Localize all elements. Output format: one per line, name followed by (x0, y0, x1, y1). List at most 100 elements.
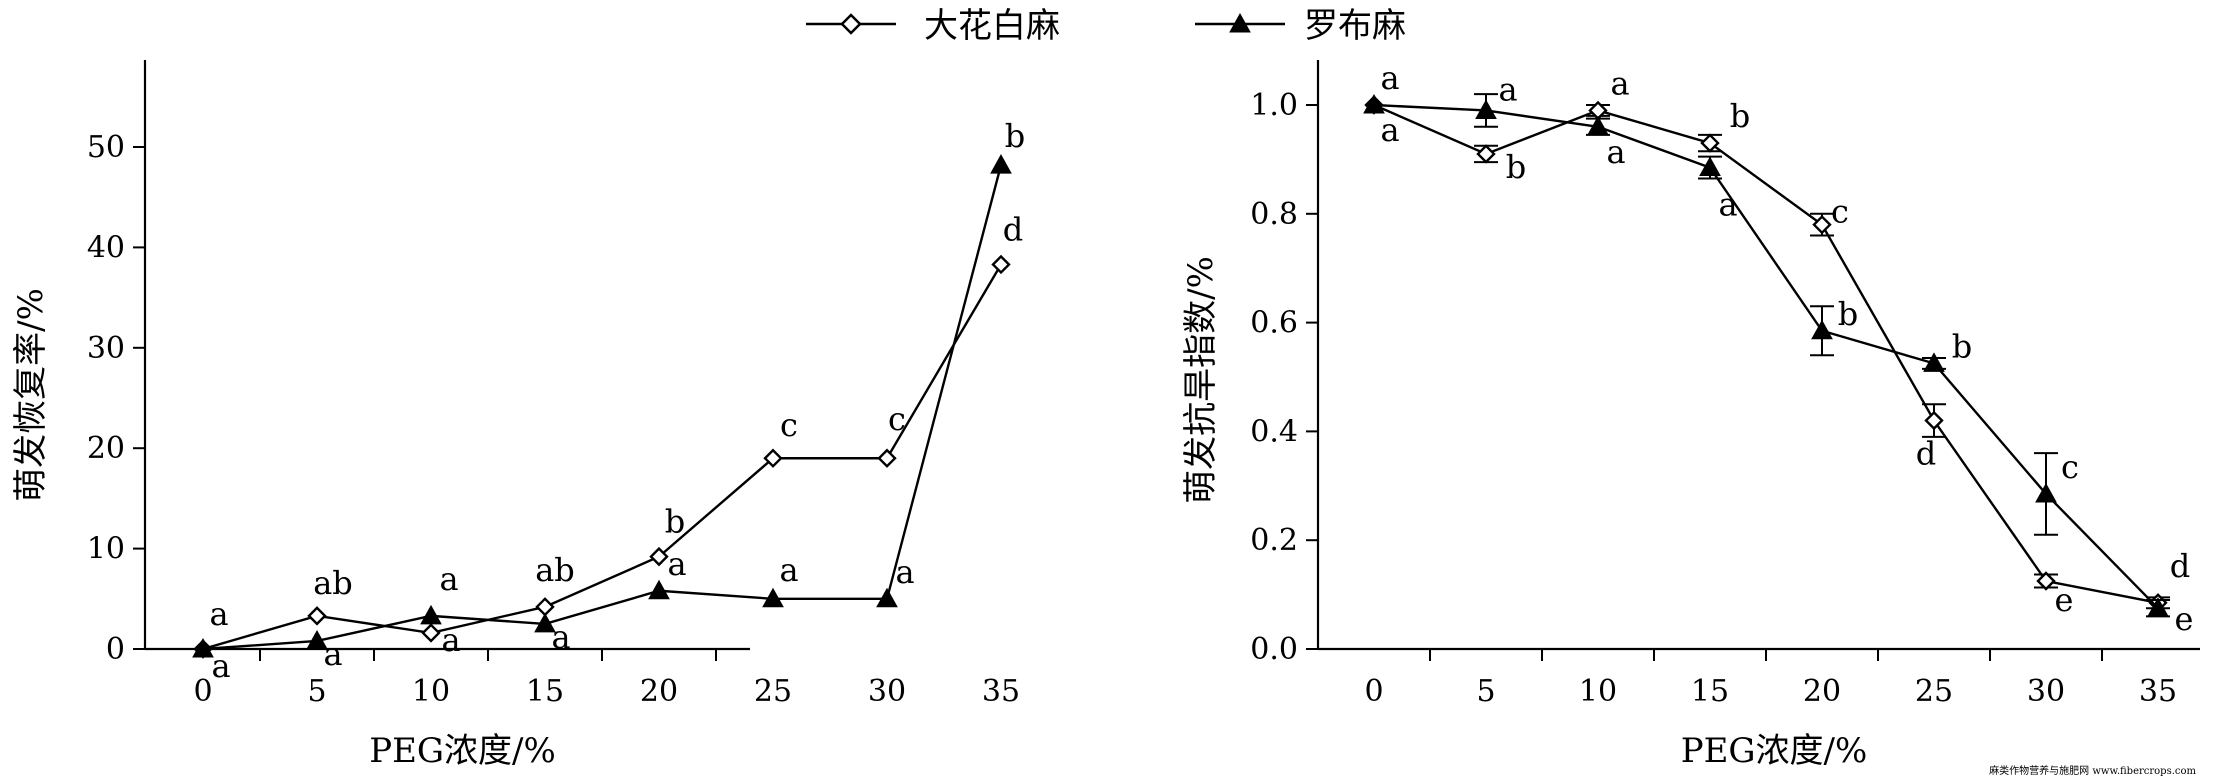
y-tick-label: 10 (87, 532, 125, 567)
data-point-1 (1700, 133, 1720, 153)
y-tick-label: 30 (87, 331, 125, 366)
y-tick-label: 50 (87, 130, 125, 165)
significance-label: b (1838, 295, 1858, 333)
data-point-2 (306, 629, 328, 650)
x-tick-label: 5 (307, 674, 326, 709)
significance-label: a (1498, 70, 1517, 108)
significance-label: a (895, 553, 914, 591)
significance-label: a (211, 647, 230, 685)
data-point-1 (649, 546, 669, 567)
significance-label: b (1730, 97, 1750, 135)
x-tick-label: 0 (193, 674, 212, 709)
significance-label: b (665, 503, 685, 541)
data-point-1 (763, 448, 783, 468)
significance-label: d (1916, 435, 1936, 473)
chart-drought-index: 0.0 0.2 0.4 0.6 0.8 1.0 0 5 10 15 20 25 30 35 PEG浓度/% 萌… (1181, 59, 2200, 771)
data-point-2 (1587, 115, 1609, 136)
data-point-2 (1699, 156, 1721, 177)
significance-label: c (888, 400, 906, 438)
significance-label: d (1003, 210, 1023, 248)
data-point-1 (1924, 410, 1944, 431)
data-point-2 (1475, 99, 1497, 119)
data-point-2 (192, 637, 214, 658)
legend-label-series-2: 罗布麻 (1304, 6, 1406, 46)
x-tick-label: 30 (868, 674, 906, 709)
x-tick-label: 0 (1364, 674, 1383, 709)
data-point-1 (307, 606, 327, 626)
data-point-1 (991, 254, 1011, 275)
y-tick-label: 40 (87, 230, 125, 265)
y-tick-label: 0.4 (1250, 414, 1298, 449)
data-point-1 (2036, 571, 2056, 591)
significance-label: a (209, 595, 228, 633)
significance-label: e (2175, 600, 2194, 638)
significance-label: d (2170, 547, 2190, 585)
x-tick-label: 10 (412, 674, 450, 709)
data-point-2 (1923, 352, 1945, 372)
series-line-1 (1373, 103, 2159, 604)
significance-label: a (439, 560, 458, 598)
x-tick-label: 5 (1476, 674, 1495, 709)
y-tick-label: 0.6 (1250, 306, 1298, 341)
legend-label-series-1: 大花白麻 (924, 6, 1060, 46)
data-point-2 (2147, 597, 2169, 617)
data-point-2 (990, 154, 1012, 174)
significance-label: a (1380, 59, 1399, 97)
significance-label: a (1606, 133, 1625, 171)
series-line-2 (202, 164, 1003, 651)
series-line-2 (1373, 103, 2159, 610)
significance-label: e (2055, 581, 2074, 619)
y-tick-label: 1.0 (1250, 88, 1298, 123)
x-tick-label: 35 (982, 674, 1020, 709)
data-point-1 (1812, 214, 1832, 235)
y-axis-label: 萌发恢复率/% (11, 288, 51, 502)
y-tick-label: 0.8 (1250, 197, 1298, 232)
data-point-2 (534, 612, 556, 633)
significance-label: b (1952, 327, 1972, 365)
x-tick-label: 35 (2139, 674, 2177, 709)
data-point-1 (1476, 144, 1496, 164)
x-tick-label: 15 (1691, 674, 1729, 709)
x-tick-label: 20 (1803, 674, 1841, 709)
significance-label: c (2061, 448, 2079, 486)
legend: 大花白麻 罗布麻 (806, 6, 1406, 46)
significance-label: a (323, 635, 342, 673)
significance-label: ab (313, 564, 353, 602)
x-axis-label: PEG浓度/% (369, 731, 556, 771)
y-axis-label: 萌发抗旱指数/% (1181, 256, 1221, 504)
significance-label: a (1380, 111, 1399, 149)
significance-label: a (551, 618, 570, 656)
significance-label: b (1005, 117, 1025, 155)
x-axis-label: PEG浓度/% (1681, 731, 1868, 771)
data-point-1 (535, 597, 555, 617)
y-tick-label: 0 (106, 632, 125, 667)
data-point-2 (1363, 93, 1385, 114)
y-tick-label: 20 (87, 431, 125, 466)
data-point-2 (876, 587, 898, 608)
y-tick-label: 0.0 (1250, 632, 1298, 667)
x-tick-label: 15 (526, 674, 564, 709)
x-tick-label: 25 (1915, 674, 1953, 709)
significance-label: b (1506, 148, 1526, 186)
data-point-1 (421, 623, 441, 643)
x-tick-label: 10 (1579, 674, 1617, 709)
significance-label: a (667, 545, 686, 583)
significance-label: c (780, 406, 798, 444)
data-point-2 (2035, 482, 2057, 503)
data-point-2 (420, 604, 442, 625)
x-tick-label: 25 (754, 674, 792, 709)
y-tick-label: 0.2 (1250, 523, 1298, 558)
significance-label: ab (535, 551, 575, 589)
watermark: 麻类作物营养与施肥网 www.fibercrops.com (1989, 764, 2196, 777)
significance-label: a (441, 621, 460, 659)
data-point-2 (1811, 319, 1833, 340)
significance-label: c (1831, 193, 1849, 231)
chart-recovery-rate: 0 10 20 30 40 50 0 5 10 15 20 25 30 35 PEG浓度/% 萌发恢复率/% a… (11, 60, 1025, 771)
legend-marker-series-2 (1229, 12, 1251, 33)
significance-label: a (1610, 64, 1629, 102)
data-point-1 (877, 448, 897, 468)
x-tick-label: 20 (640, 674, 678, 709)
significance-label: a (779, 551, 798, 589)
data-point-2 (762, 587, 784, 608)
